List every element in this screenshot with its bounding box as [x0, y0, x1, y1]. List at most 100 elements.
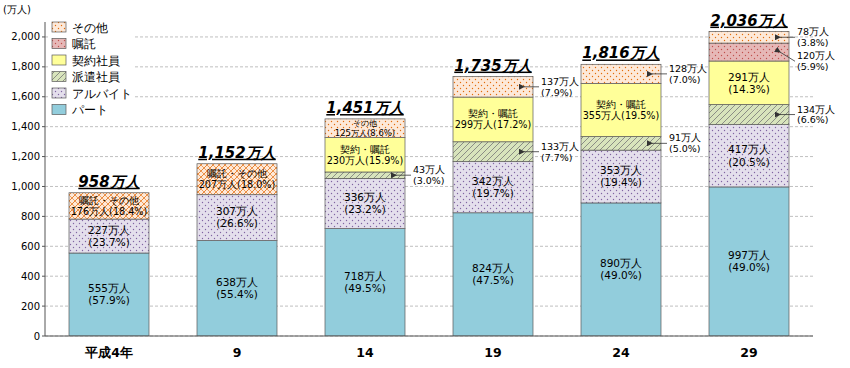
leader-line	[652, 143, 667, 144]
data-label: 契約・嘱託230万人(15.9%)	[327, 144, 404, 166]
data-label: 824万人(47.5%)	[472, 262, 514, 286]
y-tick-label: 600	[21, 241, 40, 252]
x-tick-label: 14	[356, 345, 374, 360]
data-label-line: 291万人	[728, 71, 770, 83]
data-label-line: 契約・嘱託	[596, 99, 646, 110]
data-label-line: 890万人	[600, 257, 642, 269]
grid-line	[45, 36, 813, 37]
total-label: 958万人	[78, 173, 139, 191]
data-label: 307万人(26.6%)	[216, 205, 258, 229]
grid-line	[45, 156, 813, 157]
data-label: 417万人(20.5%)	[728, 143, 770, 167]
bar-segment	[197, 195, 277, 241]
x-tick-label: 平成4年	[84, 345, 133, 360]
data-label: 91万人(5.0%)	[669, 132, 701, 154]
data-label-line: 227万人	[88, 224, 130, 236]
bar-segment	[325, 229, 405, 336]
grid-line	[45, 126, 813, 127]
legend-label: アルバイト	[72, 87, 132, 101]
data-label-line: 契約・嘱託	[340, 144, 390, 155]
data-label-line: 997万人	[728, 249, 770, 261]
bar-segment	[69, 193, 149, 219]
data-label-line: 176万人(18.4%)	[71, 206, 148, 217]
data-label-line: 78万人	[797, 26, 829, 37]
data-label-line: 353万人	[600, 164, 642, 176]
bar-segment	[325, 138, 405, 172]
grid-line	[45, 216, 813, 217]
bar-segment	[453, 97, 533, 142]
x-tick-label: 9	[233, 345, 242, 360]
leader-line	[780, 37, 795, 38]
x-tick-label: 19	[484, 345, 501, 360]
y-tick-label: 1,400	[11, 121, 40, 132]
data-label-line: (26.6%)	[216, 217, 258, 229]
legend-background	[49, 19, 135, 120]
data-label-line: 嘱託・その他	[79, 195, 139, 206]
x-tick-label: 29	[740, 345, 757, 360]
data-labels: 555万人(57.9%)227万人(23.7%)嘱託・その他176万人(18.4…	[71, 26, 835, 306]
total-label: 1,816万人	[582, 44, 659, 62]
data-label: 120万人(5.9%)	[797, 50, 835, 72]
data-label-line: 133万人	[541, 141, 579, 152]
data-label: 555万人(57.9%)	[88, 282, 130, 306]
bar-segment	[197, 241, 277, 336]
y-tick-label: 1,200	[11, 151, 40, 162]
data-label-line: (20.5%)	[728, 156, 770, 168]
bar-segment	[709, 105, 789, 125]
data-label-line: (23.7%)	[88, 236, 130, 248]
totals: 958万人1,152万人1,451万人1,735万人1,816万人2,036万人	[78, 12, 787, 191]
bar-segment	[581, 137, 661, 151]
total-label: 1,451万人	[326, 99, 403, 117]
data-label-line: 91万人	[669, 132, 701, 143]
data-label: 353万人(19.4%)	[600, 164, 642, 188]
data-label-line: 555万人	[88, 282, 130, 294]
bar-segment	[325, 172, 405, 178]
x-axis	[45, 336, 813, 337]
data-label: 336万人(23.2%)	[344, 191, 386, 215]
bar-segment	[581, 83, 661, 136]
bar-segment	[709, 31, 789, 43]
legend-label: 契約社員	[72, 54, 120, 68]
bar-segment	[325, 119, 405, 138]
bar-segment	[709, 125, 789, 187]
legend-swatch	[52, 105, 66, 115]
y-tick-label: 1,000	[11, 181, 40, 192]
data-label: 997万人(49.0%)	[728, 249, 770, 273]
bar-segment	[709, 187, 789, 336]
bar-segment	[197, 164, 277, 195]
y-tick-label: 1,600	[11, 91, 40, 102]
bar-segment	[453, 142, 533, 162]
data-label-line: 嘱託・その他	[207, 168, 267, 179]
data-label-line: 824万人	[472, 262, 514, 274]
data-label-line: その他	[353, 118, 377, 128]
leader-line	[396, 175, 411, 176]
leader-line	[524, 151, 539, 152]
data-label-line: 355万人(19.5%)	[583, 110, 660, 121]
bar-segment	[453, 77, 533, 97]
grid-line	[45, 186, 813, 187]
leader-line	[780, 52, 795, 61]
data-label-line: (49.0%)	[728, 261, 770, 273]
grid-line	[45, 96, 813, 97]
data-label-line: 128万人	[669, 63, 707, 74]
data-label-line: 718万人	[344, 270, 386, 282]
data-label-line: 134万人	[797, 104, 835, 115]
bar-segment	[69, 253, 149, 336]
data-label: 嘱託・その他176万人(18.4%)	[71, 195, 148, 217]
data-label: 133万人(7.7%)	[541, 141, 579, 163]
bar-segment	[581, 203, 661, 336]
data-label-line: (14.3%)	[728, 83, 770, 95]
bar-segment	[709, 61, 789, 105]
leader-line	[524, 86, 539, 87]
data-label: 890万人(49.0%)	[600, 257, 642, 281]
data-label: 227万人(23.7%)	[88, 224, 130, 248]
data-label-line: 137万人	[541, 76, 579, 87]
data-label-line: (7.9%)	[541, 87, 573, 98]
legend-label: その他	[72, 21, 108, 35]
legend-label: 派遣社員	[72, 70, 120, 84]
bar-segment	[709, 43, 789, 61]
bar-segment	[325, 178, 405, 228]
chart: 02004006008001,0001,2001,4001,6001,8002,…	[0, 0, 850, 368]
y-tick-label: 0	[34, 331, 40, 342]
data-label-line: (7.7%)	[541, 152, 573, 163]
